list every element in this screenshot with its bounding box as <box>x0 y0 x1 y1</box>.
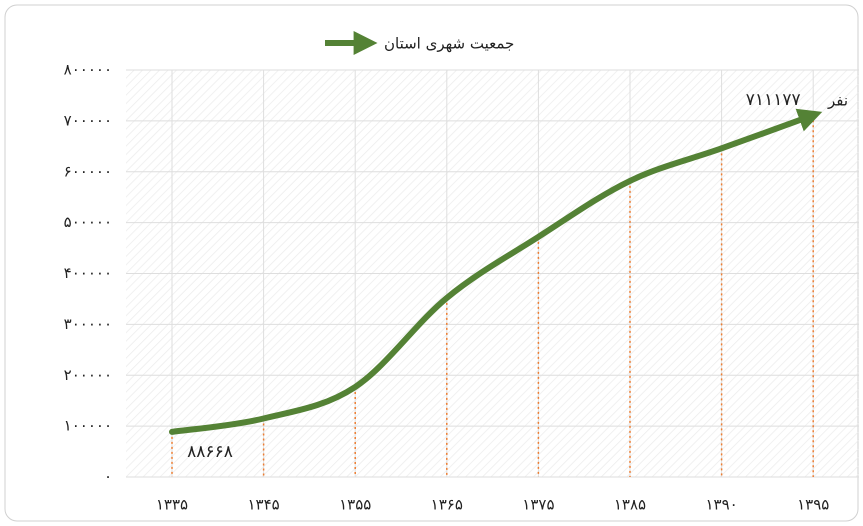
data-label: ۸۸۶۶۸ <box>187 442 233 462</box>
data-label: ۷۱۱۱۷۷ <box>746 90 801 110</box>
legend-label: جمعیت شهری استان <box>384 35 514 53</box>
y-tick-label: ۶۰۰۰۰۰ <box>64 162 112 180</box>
x-tick-label: ۱۳۶۵ <box>431 496 463 514</box>
y-tick-label: ۷۰۰۰۰۰ <box>64 111 112 129</box>
y-unit: نفر <box>827 92 848 110</box>
x-tick-label: ۱۳۸۵ <box>614 496 646 514</box>
x-tick-label: ۱۳۳۵ <box>156 496 188 514</box>
y-tick-label: ۵۰۰۰۰۰ <box>64 213 112 231</box>
x-tick-label: ۱۳۴۵ <box>247 496 279 514</box>
x-tick-label: ۱۳۵۵ <box>339 496 371 514</box>
x-tick-label: ۱۳۹۵ <box>797 496 829 514</box>
y-tick-label: ۳۰۰۰۰۰ <box>64 315 112 333</box>
x-tick-label: ۱۳۹۰ <box>705 496 737 514</box>
y-tick-label: ۲۰۰۰۰۰ <box>64 366 112 384</box>
y-tick-label: ۱۰۰۰۰۰ <box>64 417 112 435</box>
data-line <box>169 108 823 435</box>
y-tick-label: ۸۰۰۰۰۰ <box>64 61 112 79</box>
y-tick-label: ۴۰۰۰۰۰ <box>64 264 112 282</box>
x-tick-label: ۱۳۷۵ <box>522 496 554 514</box>
y-tick-label: ۰ <box>104 468 112 486</box>
